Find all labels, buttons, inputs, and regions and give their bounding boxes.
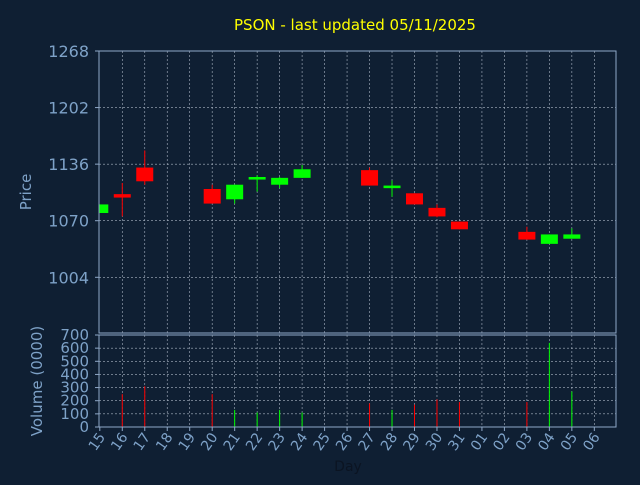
candle-body [518, 231, 536, 240]
price-panel-frame [98, 50, 617, 334]
volume-tick-label: 500 [60, 352, 89, 370]
volume-tick-label: 400 [60, 365, 89, 383]
candle-body [563, 234, 581, 239]
candle-body [361, 170, 379, 186]
candle-body [271, 177, 289, 185]
volume-panel-frame [98, 334, 617, 428]
candle-body [113, 194, 131, 198]
x-axis-label: Day [334, 459, 362, 475]
candle-body [450, 221, 468, 230]
candle-body [248, 177, 266, 180]
candle-body [428, 207, 446, 217]
volume-tick-label: 100 [60, 405, 89, 423]
volume-bars [121, 342, 573, 427]
price-axis-label: Price [17, 174, 35, 211]
price-tick-label: 1136 [48, 155, 89, 174]
candle-body [226, 184, 244, 200]
candle-body [293, 169, 311, 178]
volume-tick-label: 600 [60, 339, 89, 357]
price-tick-label: 1268 [48, 42, 89, 61]
chart-title: PSON - last updated 05/11/2025 [234, 16, 476, 34]
candle-body [136, 167, 154, 182]
candle-body [99, 204, 109, 213]
price-tick-label: 1202 [48, 99, 89, 118]
candles [99, 150, 581, 244]
price-tick-label: 1004 [48, 268, 89, 287]
volume-tick-label: 200 [60, 392, 89, 410]
volume-axis-label: Volume (0000) [28, 326, 46, 436]
price-tick-label: 1070 [48, 212, 89, 231]
price-ticks: 1268 1202 1136 1070 1004 [48, 42, 99, 287]
candle-body [540, 234, 558, 244]
candle-body [405, 193, 423, 205]
candle-body [203, 189, 221, 204]
candle-body [383, 185, 401, 189]
volume-tick-label: 0 [79, 418, 89, 436]
volume-tick-label: 700 [60, 326, 89, 344]
volume-tick-label: 300 [60, 379, 89, 397]
